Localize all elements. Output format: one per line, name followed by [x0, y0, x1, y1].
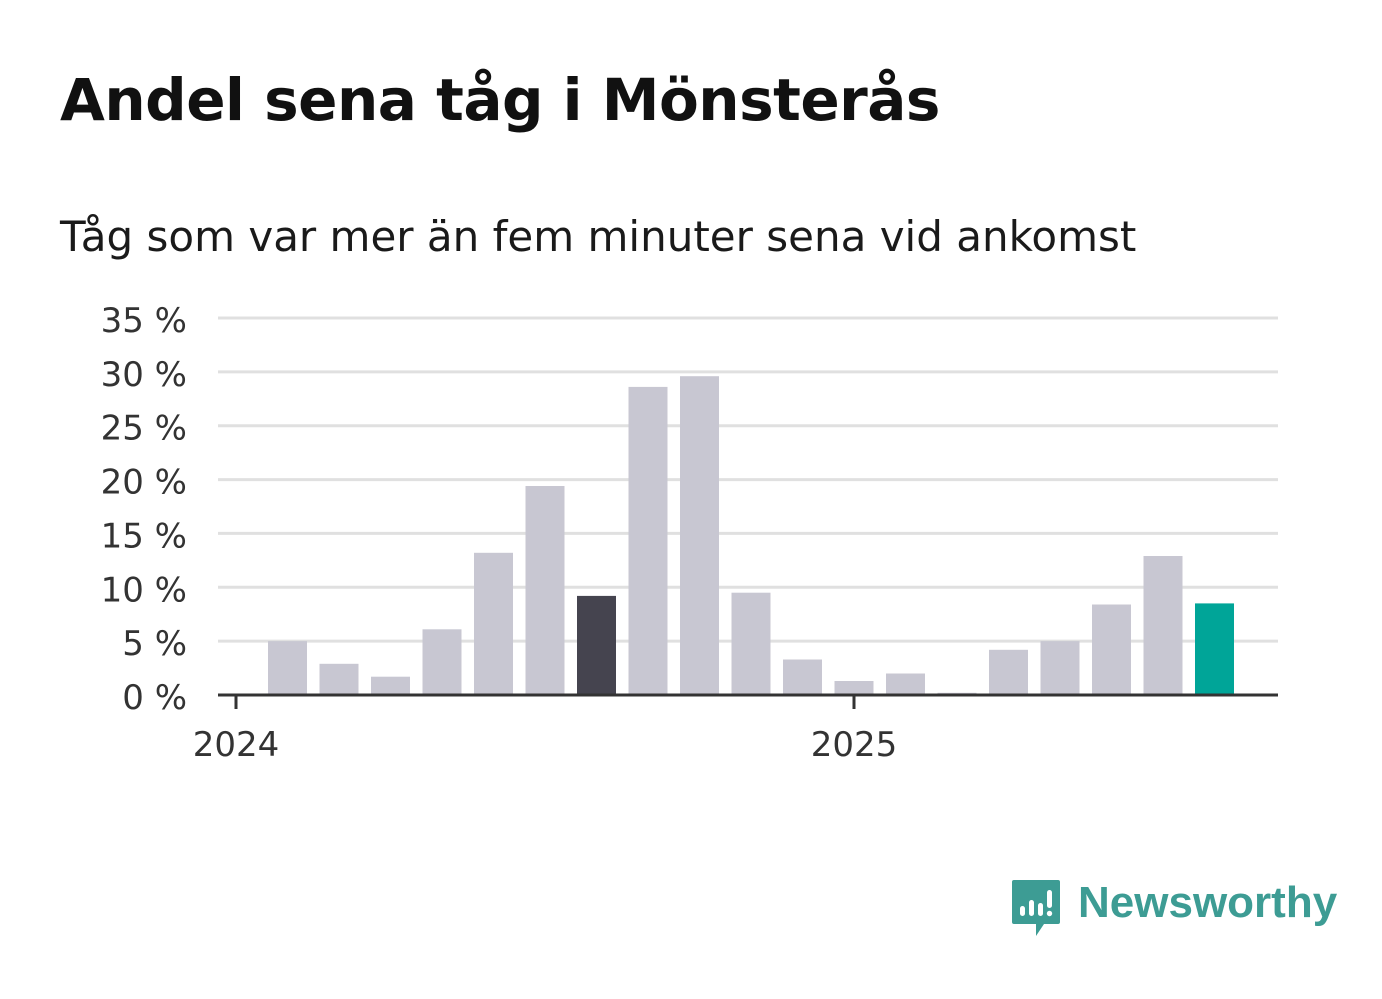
newsworthy-logo-icon — [1012, 880, 1060, 936]
y-axis-tick-labels: 0 % 5 % 10 % 15 % 20 % 25 % 30 % 35 % — [101, 301, 187, 718]
x-tick-label: 2024 — [193, 725, 280, 765]
y-tick-label: 5 % — [122, 624, 187, 664]
bar-2025-04 — [989, 649, 1028, 695]
bar-2024-11 — [731, 592, 771, 695]
bar-2024-12 — [783, 659, 822, 695]
y-tick-label: 30 % — [101, 355, 187, 395]
gridlines — [218, 316, 1278, 643]
newsworthy-brand[interactable]: Newsworthy — [1010, 878, 1337, 942]
y-tick-label: 10 % — [101, 570, 187, 610]
bar-2025-08 — [1195, 603, 1234, 695]
bar-2024-02 — [268, 641, 307, 695]
bar-2025-07 — [1143, 556, 1183, 695]
y-tick-label: 15 % — [101, 516, 187, 556]
y-tick-label: 0 % — [122, 678, 187, 718]
bar-2024-04 — [371, 676, 410, 695]
bar-2025-02 — [886, 673, 925, 695]
bars — [268, 376, 1234, 695]
bar-2024-08 — [577, 595, 616, 695]
bar-2024-03 — [319, 663, 359, 695]
bar-2024-09 — [628, 386, 668, 695]
bar-2024-06 — [474, 552, 513, 695]
bar-2025-05 — [1040, 641, 1080, 695]
y-tick-label: 35 % — [101, 301, 187, 341]
x-axis: 2024 2025 — [193, 693, 1278, 765]
brand-name: Newsworthy — [1078, 878, 1338, 927]
chart-title: Andel sena tåg i Mönsterås — [60, 66, 940, 134]
chart-subtitle: Tåg som var mer än fem minuter sena vid … — [60, 212, 1137, 261]
bar-2024-07 — [525, 486, 565, 695]
bar-2025-01 — [834, 681, 874, 695]
bar-2024-10 — [680, 376, 719, 695]
y-tick-label: 20 % — [101, 463, 187, 503]
y-tick-label: 25 % — [101, 409, 187, 449]
bar-2025-06 — [1092, 604, 1131, 695]
x-tick-label: 2025 — [811, 725, 898, 765]
bar-2024-05 — [422, 629, 462, 695]
